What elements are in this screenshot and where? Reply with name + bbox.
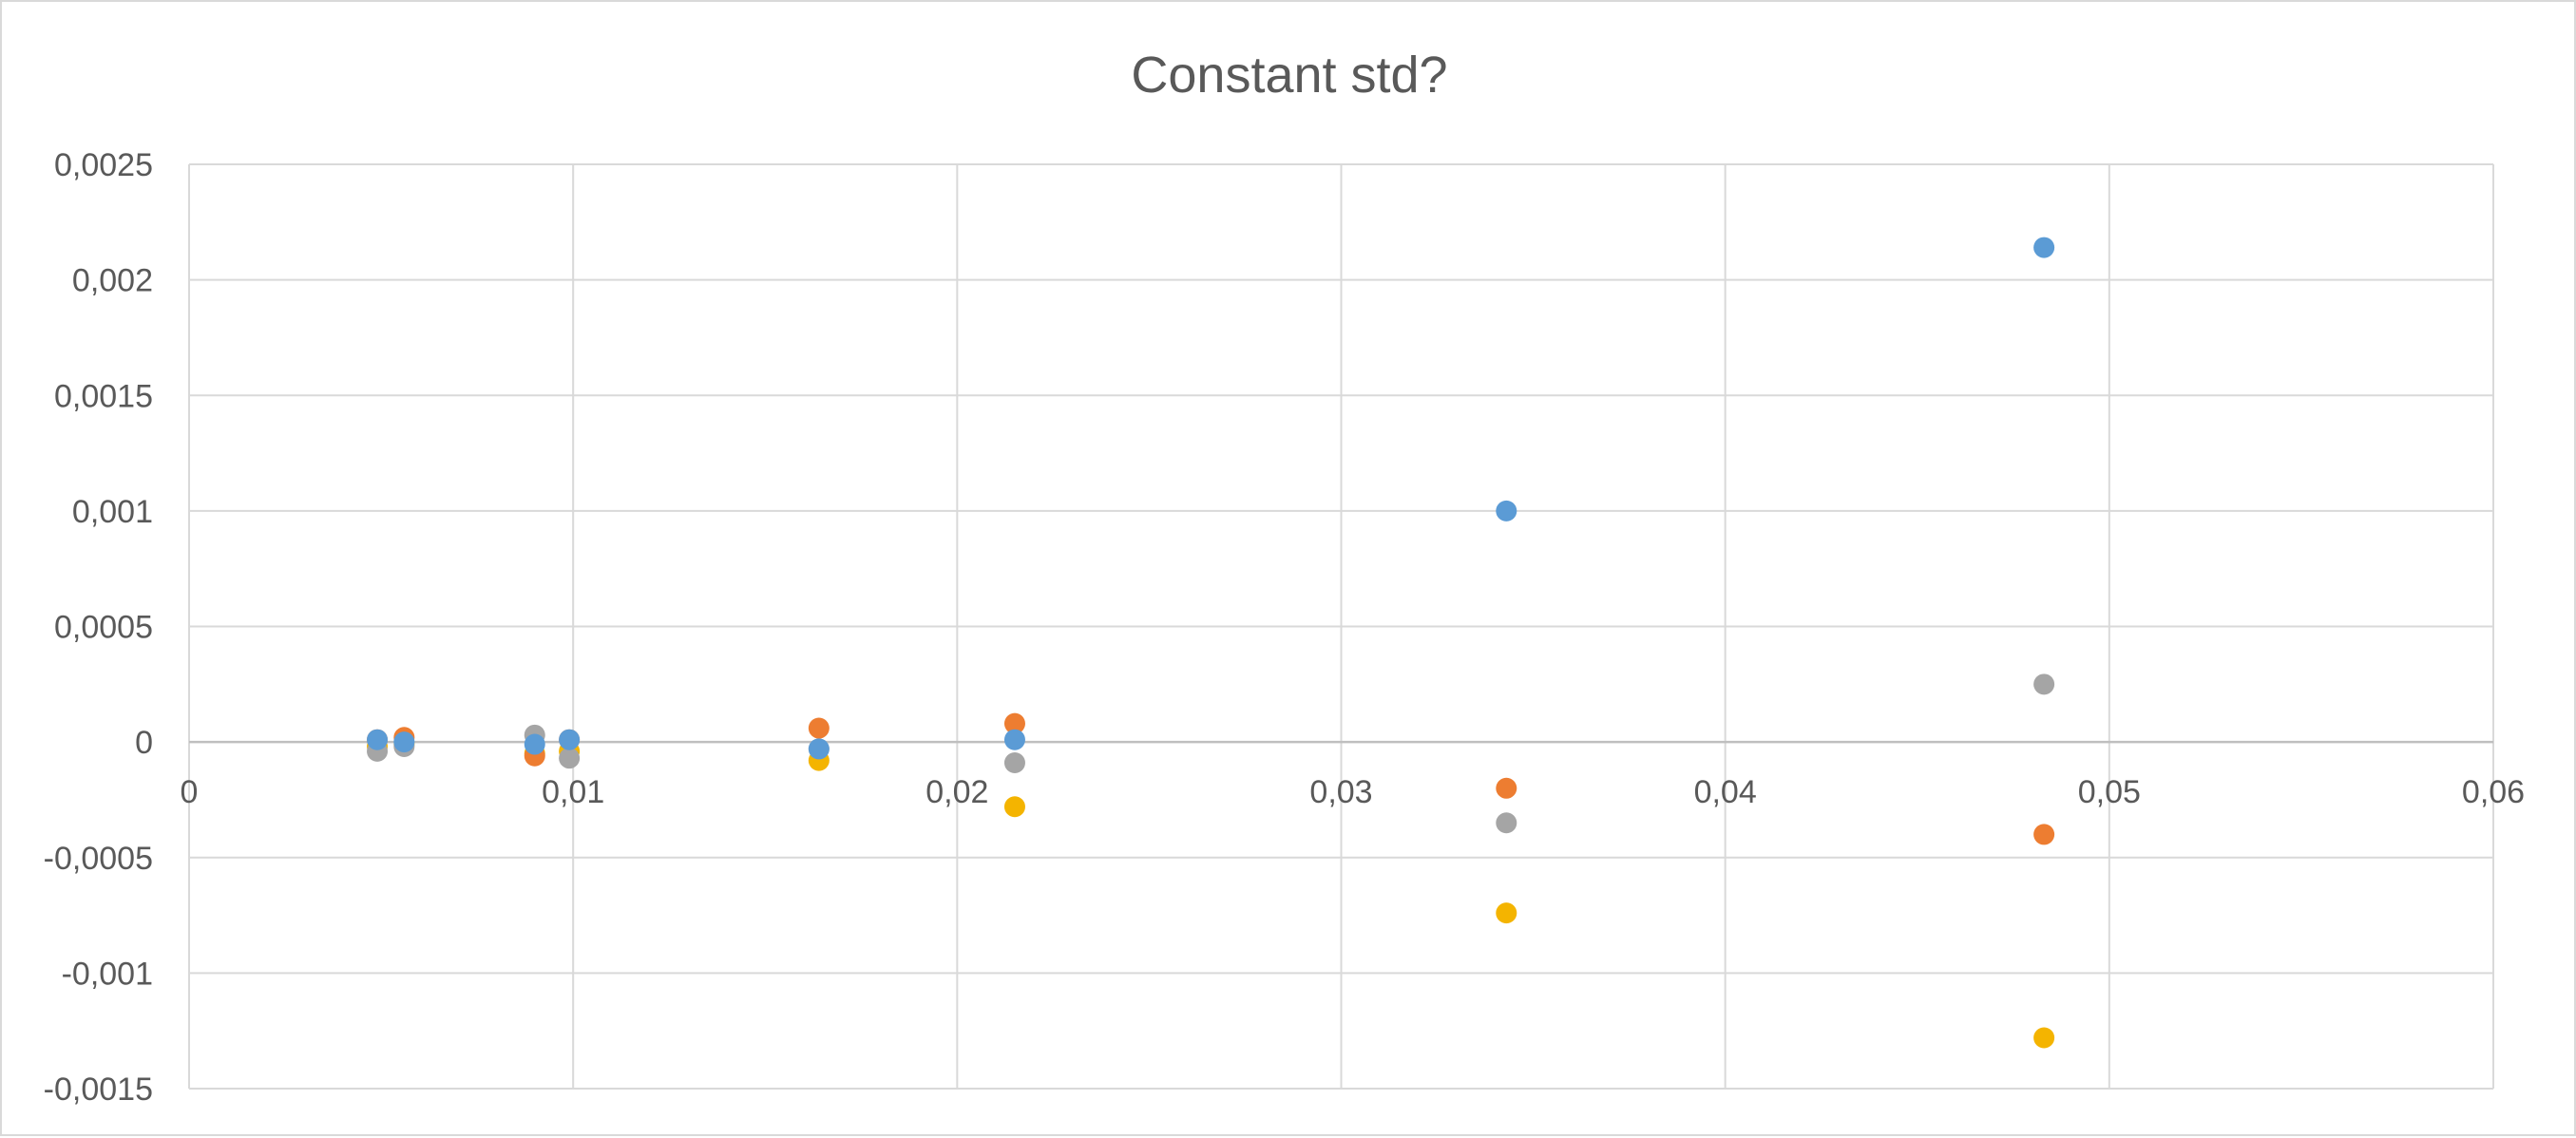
y-tick-label: -0,001 [62, 956, 153, 992]
y-axis-tick-labels: 0,0025 0,002 0,0015 0,001 0,0005 0 -0,0005 -0,0… [44, 147, 153, 1108]
data-point [808, 738, 830, 760]
data-point [1496, 902, 1517, 924]
x-tick-label: 0,02 [925, 774, 988, 810]
data-point [2033, 824, 2055, 845]
data-point [2033, 673, 2055, 695]
x-tick-label: 0,04 [1694, 774, 1757, 810]
data-point [1496, 812, 1517, 834]
x-tick-label: 0,05 [2078, 774, 2141, 810]
x-tick-label: 0 [181, 774, 199, 810]
x-tick-label: 0,06 [2462, 774, 2525, 810]
data-point [1003, 729, 1025, 750]
data-point [559, 729, 581, 750]
series-1 [367, 712, 2055, 845]
series-0 [367, 733, 2055, 1049]
data-point [1496, 500, 1517, 522]
data-point [1003, 796, 1025, 818]
data-point [367, 729, 389, 750]
y-tick-label: -0,0015 [44, 1072, 153, 1108]
y-tick-label: -0,0005 [44, 841, 153, 877]
y-tick-label: 0,0025 [54, 147, 153, 183]
data-points [367, 237, 2055, 1049]
data-point [393, 731, 415, 753]
y-tick-label: 0,0015 [54, 378, 153, 414]
data-point [1003, 712, 1025, 734]
data-point [1496, 777, 1517, 799]
data-point [808, 717, 830, 739]
series-2 [367, 673, 2055, 834]
y-tick-label: 0,001 [72, 494, 153, 530]
data-point [2033, 1027, 2055, 1049]
x-tick-label: 0,01 [542, 774, 604, 810]
data-point [1003, 752, 1025, 774]
y-tick-label: 0,0005 [54, 610, 153, 646]
data-point [524, 733, 545, 755]
data-point [559, 748, 581, 769]
y-tick-label: 0 [135, 725, 153, 761]
x-axis-tick-labels: 0 0,01 0,02 0,03 0,04 0,05 0,06 [181, 774, 2526, 810]
data-point [2033, 237, 2055, 258]
chart-title: Constant std? [1131, 47, 1447, 104]
grid [188, 163, 2494, 1090]
x-tick-label: 0,03 [1309, 774, 1372, 810]
series-3 [367, 237, 2055, 760]
y-tick-label: 0,002 [72, 263, 153, 299]
